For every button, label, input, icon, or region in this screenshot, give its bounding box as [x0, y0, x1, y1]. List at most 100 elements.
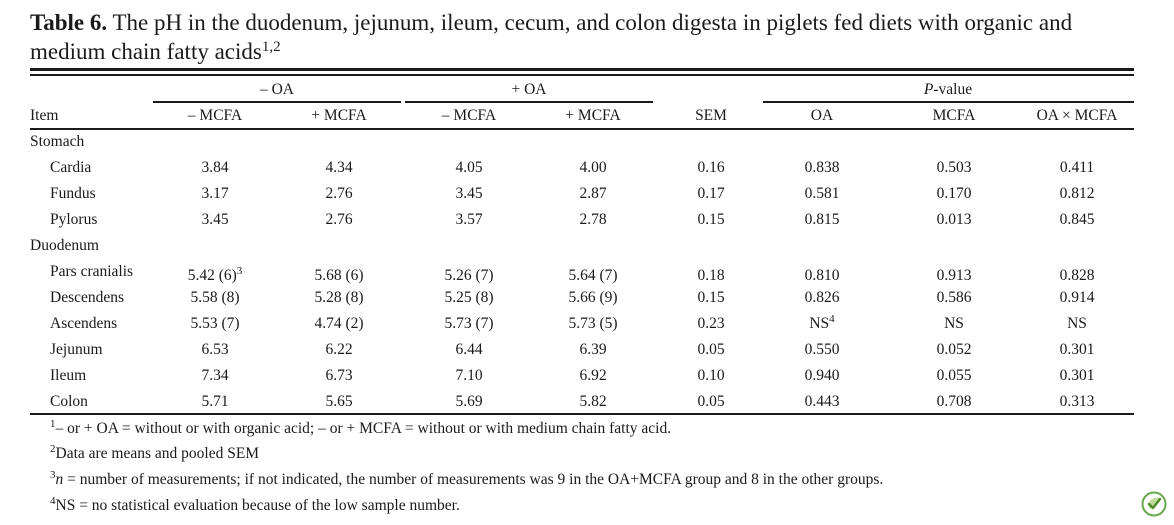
cell-pylorus-plus-oa-minus-mcfa: 3.57: [455, 211, 482, 229]
cell-pylorus-minus-oa-plus-mcfa: 2.76: [325, 211, 352, 229]
cell-value: 4.00: [579, 159, 607, 176]
cell-colon-plus-oa-plus-mcfa: 5.82: [579, 393, 606, 411]
cell-descendens-minus-oa-plus-mcfa: 5.28 (8): [314, 289, 363, 307]
cell-cardia-p-oa: 0.838: [805, 159, 840, 177]
cell-pars-cranialis-p-oa: 0.810: [805, 267, 840, 285]
cell-jejunum-p-oa-x-mcfa: 0.301: [1060, 341, 1095, 359]
cell-value: 0.708: [936, 393, 972, 410]
cell-value: 0.815: [804, 211, 840, 228]
cell-jejunum-minus-oa-plus-mcfa: 6.22: [325, 341, 352, 359]
cell-value: 0.10: [697, 367, 725, 384]
cell-value: 0.550: [804, 341, 840, 358]
cell-value: 5.82: [579, 393, 607, 410]
cell-value: 2.87: [579, 185, 607, 202]
col-header-item: Item: [30, 107, 59, 124]
cell-value: 5.25 (8): [444, 289, 494, 306]
cell-ascendens-minus-oa-plus-mcfa: 4.74 (2): [314, 315, 363, 333]
footnote-ref: 3: [236, 265, 243, 277]
cell-ascendens-p-oa: NS4: [809, 313, 835, 333]
cell-value: 0.23: [697, 315, 725, 332]
cell-cardia-sem: 0.16: [697, 159, 724, 177]
table-caption: Table 6. The pH in the duodenum, jejunum…: [30, 8, 1150, 66]
cell-jejunum-p-mcfa: 0.052: [937, 341, 972, 359]
cell-value: 0.411: [1059, 159, 1095, 176]
cell-descendens-minus-oa-minus-mcfa: 5.58 (8): [190, 289, 239, 307]
pvalue-suffix: -value: [933, 81, 973, 98]
header-rule: [30, 128, 1134, 130]
section-label-duodenum: Duodenum: [30, 237, 99, 254]
cell-value: 0.052: [936, 341, 972, 358]
footnote-ref: 4: [829, 313, 835, 325]
cell-value: 0.013: [936, 211, 972, 228]
cell-value: 0.913: [936, 267, 972, 284]
cell-ileum-p-oa: 0.940: [805, 367, 840, 385]
cell-cardia-p-mcfa: 0.503: [937, 159, 972, 177]
row-label-ascendens: Ascendens: [50, 315, 118, 332]
top-rule-thick: [30, 68, 1134, 71]
cell-value: 5.53 (7): [190, 315, 240, 332]
footnote-1-text: – or + OA = without or with organic acid…: [55, 420, 672, 437]
cell-value: 5.64 (7): [568, 267, 618, 284]
cell-jejunum-minus-oa-minus-mcfa: 6.53: [201, 341, 228, 359]
cell-ileum-p-mcfa: 0.055: [937, 367, 972, 385]
cell-value: NS: [944, 315, 964, 332]
cell-ileum-plus-oa-plus-mcfa: 6.92: [579, 367, 606, 385]
footnote-2-marker: 2: [50, 443, 56, 455]
cell-value: 5.73 (5): [568, 315, 618, 332]
cell-cardia-minus-oa-plus-mcfa: 4.34: [325, 159, 352, 177]
caption-footnote-ref: 1,2: [261, 39, 281, 55]
group-header-minus-oa: – OA: [259, 81, 295, 98]
cell-value: 5.65: [325, 393, 353, 410]
cell-pars-cranialis-p-oa-x-mcfa: 0.828: [1060, 267, 1095, 285]
group-rule-minus-oa: [153, 101, 401, 103]
cell-value: 6.22: [325, 341, 353, 358]
row-label-jejunum: Jejunum: [50, 341, 103, 358]
cell-colon-sem: 0.05: [697, 393, 724, 411]
cell-value: 5.42 (6): [187, 267, 237, 284]
cell-value: 0.914: [1059, 289, 1095, 306]
cell-value: 6.92: [579, 367, 607, 384]
cell-value: 7.10: [455, 367, 483, 384]
cell-value: 5.66 (9): [568, 289, 618, 306]
section-label-stomach: Stomach: [30, 133, 85, 150]
footnote-4-text: NS = no statistical evaluation because o…: [55, 497, 460, 514]
cell-value: 0.826: [804, 289, 840, 306]
cell-value: 5.26 (7): [444, 267, 494, 284]
cell-ascendens-minus-oa-minus-mcfa: 5.53 (7): [190, 315, 239, 333]
row-label-pylorus: Pylorus: [50, 211, 98, 228]
cell-jejunum-sem: 0.05: [697, 341, 724, 359]
cell-ascendens-plus-oa-minus-mcfa: 5.73 (7): [444, 315, 493, 333]
cell-colon-p-oa: 0.443: [805, 393, 840, 411]
cell-value: 6.53: [201, 341, 229, 358]
cell-jejunum-plus-oa-minus-mcfa: 6.44: [455, 341, 482, 359]
cell-value: 4.05: [455, 159, 483, 176]
cell-value: 4.34: [325, 159, 353, 176]
cell-value: 3.17: [201, 185, 229, 202]
row-label-ileum: Ileum: [50, 367, 87, 384]
cell-ascendens-plus-oa-plus-mcfa: 5.73 (5): [568, 315, 617, 333]
leaf-check-logo-icon: [1141, 491, 1167, 517]
cell-value: 5.71: [201, 393, 229, 410]
group-header-plus-oa: + OA: [511, 81, 547, 98]
cell-descendens-p-oa-x-mcfa: 0.914: [1060, 289, 1095, 307]
col-header-plus-oa-minus-mcfa: – MCFA: [441, 107, 497, 124]
cell-value: 0.16: [697, 159, 725, 176]
cell-value: 3.84: [201, 159, 229, 176]
pvalue-prefix: P: [923, 81, 934, 98]
cell-value: 0.828: [1059, 267, 1095, 284]
footnote-3-ital: n: [55, 471, 64, 488]
cell-pars-cranialis-sem: 0.18: [697, 267, 724, 285]
footnote-1: 1– or + OA = without or with organic aci…: [50, 419, 672, 438]
cell-value: 3.45: [201, 211, 229, 228]
cell-pars-cranialis-p-mcfa: 0.913: [937, 267, 972, 285]
cell-ascendens-p-mcfa: NS: [944, 315, 964, 333]
footnote-3-marker: 3: [50, 469, 56, 481]
cell-pylorus-p-oa: 0.815: [805, 211, 840, 229]
cell-fundus-p-mcfa: 0.170: [937, 185, 972, 203]
footnote-4-marker: 4: [50, 495, 56, 507]
group-rule-pvalue: [763, 101, 1134, 103]
cell-fundus-minus-oa-minus-mcfa: 3.17: [201, 185, 228, 203]
cell-ileum-minus-oa-plus-mcfa: 6.73: [325, 367, 352, 385]
cell-value: 0.301: [1059, 367, 1095, 384]
cell-fundus-plus-oa-plus-mcfa: 2.87: [579, 185, 606, 203]
